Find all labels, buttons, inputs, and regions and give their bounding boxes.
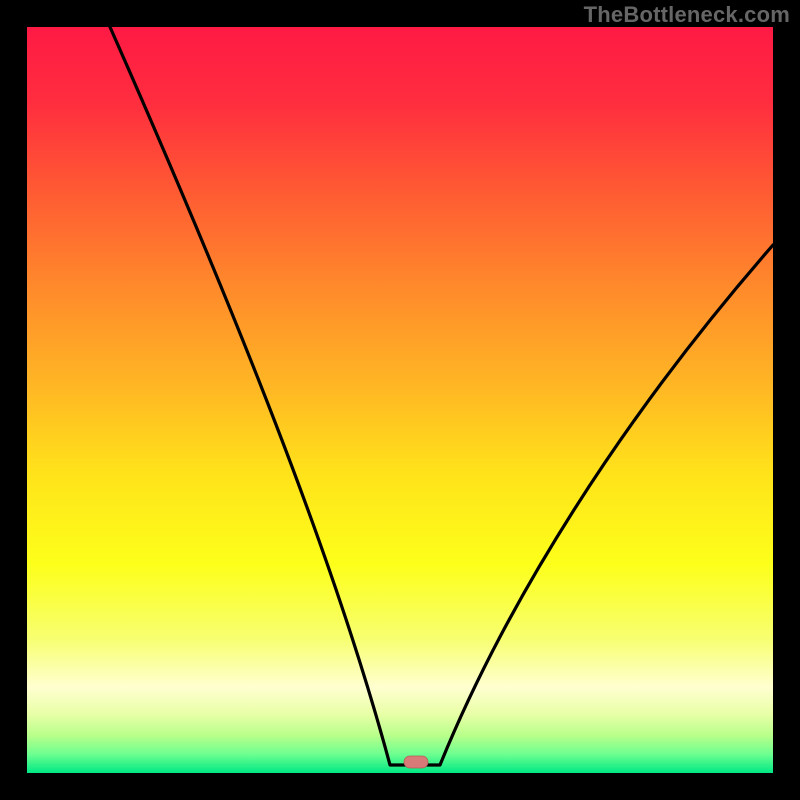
plot-background [27, 27, 773, 773]
watermark-text: TheBottleneck.com [584, 2, 790, 28]
optimal-marker [404, 756, 428, 768]
bottleneck-curve-chart [0, 0, 800, 800]
